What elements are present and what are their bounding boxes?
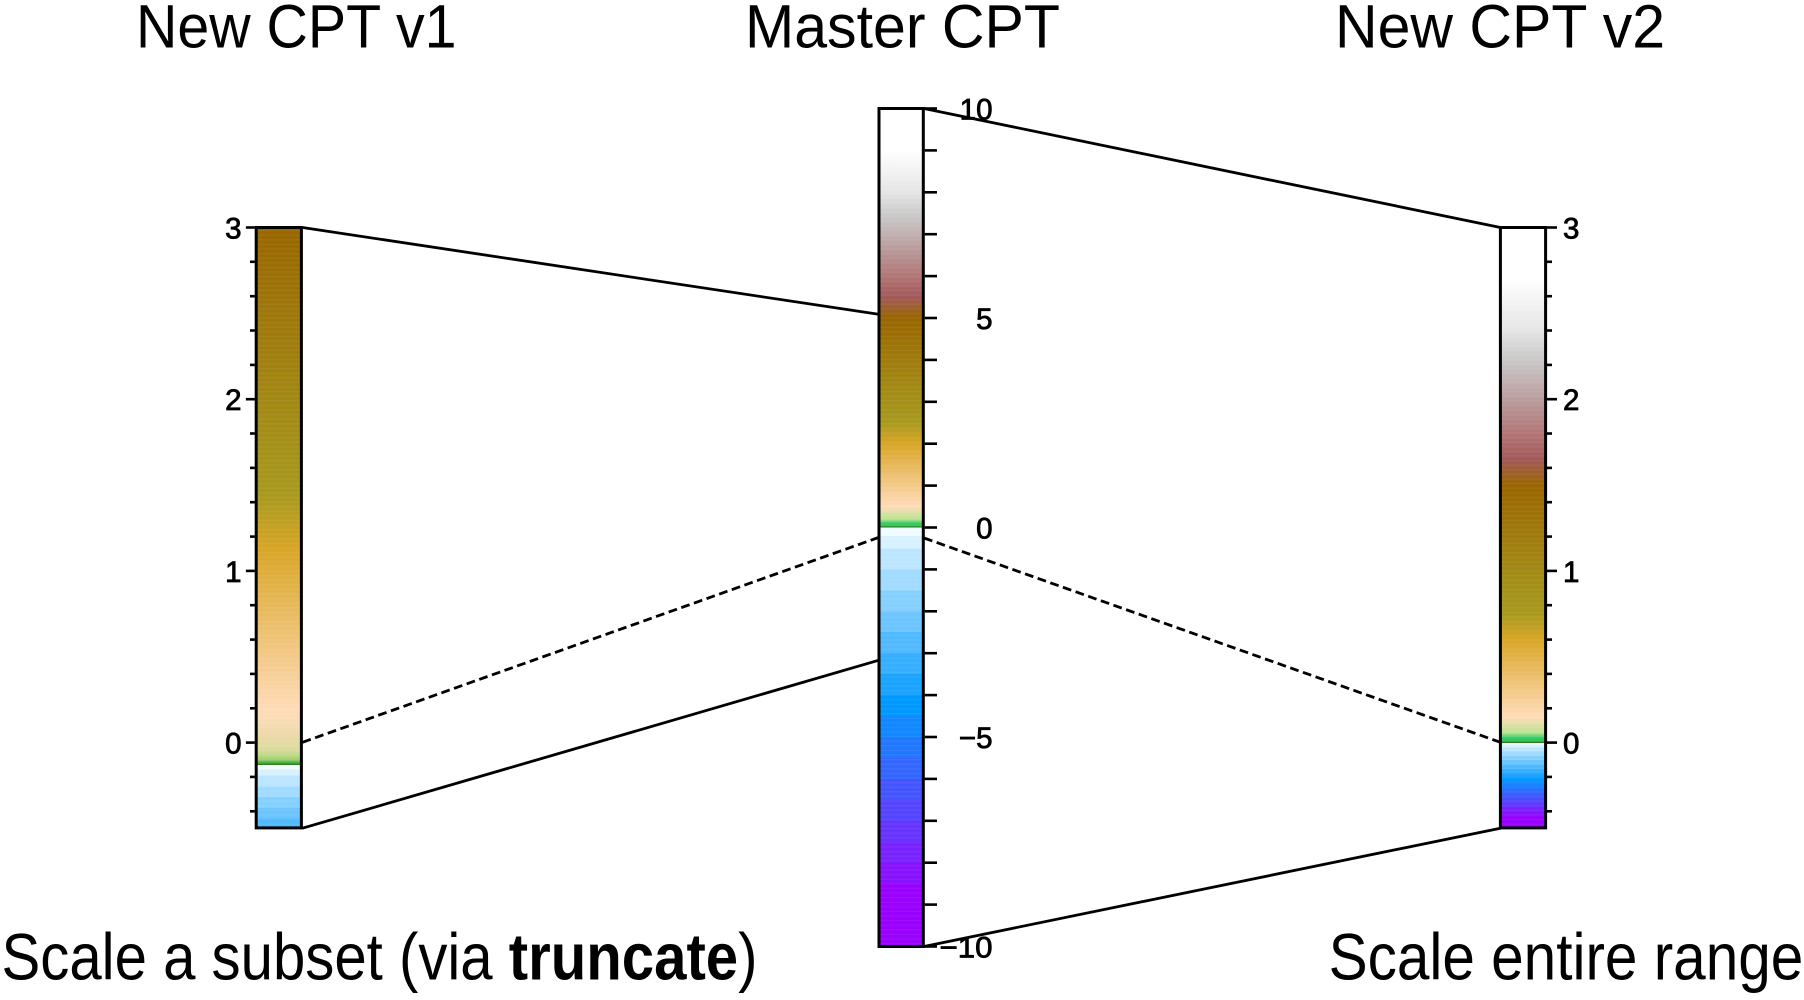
svg-text:0: 0 (225, 728, 241, 761)
svg-text:New CPT v1: New CPT v1 (136, 0, 457, 62)
svg-text:Master CPT: Master CPT (745, 0, 1060, 62)
svg-text:New CPT v2: New CPT v2 (1335, 0, 1665, 62)
svg-text:10: 10 (960, 94, 993, 127)
svg-text:0: 0 (976, 513, 992, 546)
svg-text:3: 3 (1563, 213, 1579, 246)
svg-text:0: 0 (1563, 728, 1579, 761)
svg-text:3: 3 (225, 213, 241, 246)
svg-text:−5: −5 (959, 722, 993, 755)
svg-text:1: 1 (1563, 556, 1579, 589)
svg-text:2: 2 (1563, 384, 1579, 417)
svg-text:2: 2 (225, 384, 241, 417)
svg-text:−10: −10 (940, 932, 993, 965)
svg-text:Scale entire range: Scale entire range (1329, 921, 1804, 994)
svg-text:Scale a subset (via truncate): Scale a subset (via truncate) (2, 921, 758, 994)
svg-text:5: 5 (976, 303, 992, 336)
svg-text:1: 1 (225, 556, 241, 589)
